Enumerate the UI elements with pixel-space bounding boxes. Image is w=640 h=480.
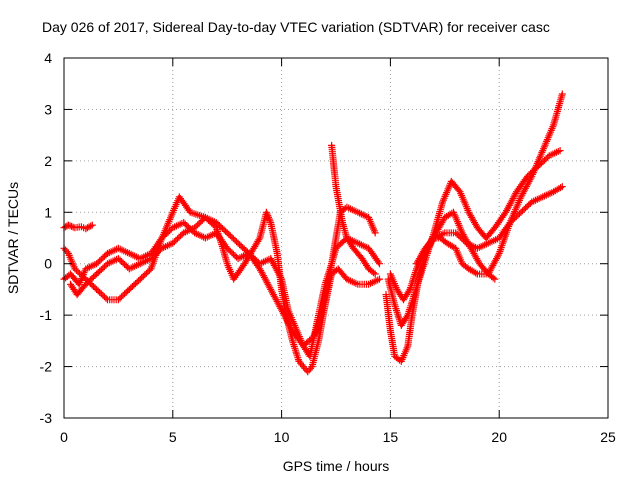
x-tick-label: 15 — [383, 429, 399, 445]
series-track-5 — [328, 141, 379, 278]
y-tick-label: -3 — [40, 410, 53, 426]
data-marker-path — [60, 193, 379, 376]
y-tick-label: 3 — [44, 101, 52, 117]
y-axis-label: SDTVAR / TECUs — [5, 182, 21, 294]
axis-ticks: 0 5 10 15 20 25 -3 -2 -1 0 1 2 3 4 — [40, 50, 616, 445]
series-track-7 — [384, 147, 564, 329]
y-tick-label: -1 — [40, 307, 53, 323]
data-marker-path — [413, 183, 566, 268]
series-track-8 — [386, 208, 499, 304]
y-tick-label: -2 — [40, 359, 53, 375]
y-tick-label: 4 — [44, 50, 52, 66]
data-points — [60, 90, 566, 376]
data-marker-path — [67, 213, 383, 350]
data-marker-path — [386, 208, 499, 304]
y-tick-label: 1 — [44, 204, 52, 220]
x-tick-label: 10 — [274, 429, 290, 445]
x-axis-label: GPS time / hours — [283, 458, 390, 474]
series-track-9 — [413, 183, 566, 268]
x-tick-label: 0 — [60, 429, 68, 445]
data-marker-path — [60, 221, 96, 233]
series-track-4 — [67, 213, 383, 350]
data-marker-path — [384, 147, 564, 329]
x-tick-label: 20 — [491, 429, 507, 445]
data-marker-path — [328, 141, 379, 278]
series-track-1 — [60, 221, 96, 233]
y-tick-label: 2 — [44, 153, 52, 169]
series-track-2 — [60, 193, 379, 376]
plot-border — [63, 57, 609, 419]
x-tick-label: 25 — [600, 429, 616, 445]
chart-title: Day 026 of 2017, Sidereal Day-to-day VTE… — [42, 19, 550, 35]
x-tick-label: 5 — [169, 429, 177, 445]
y-tick-label: 0 — [44, 256, 52, 272]
